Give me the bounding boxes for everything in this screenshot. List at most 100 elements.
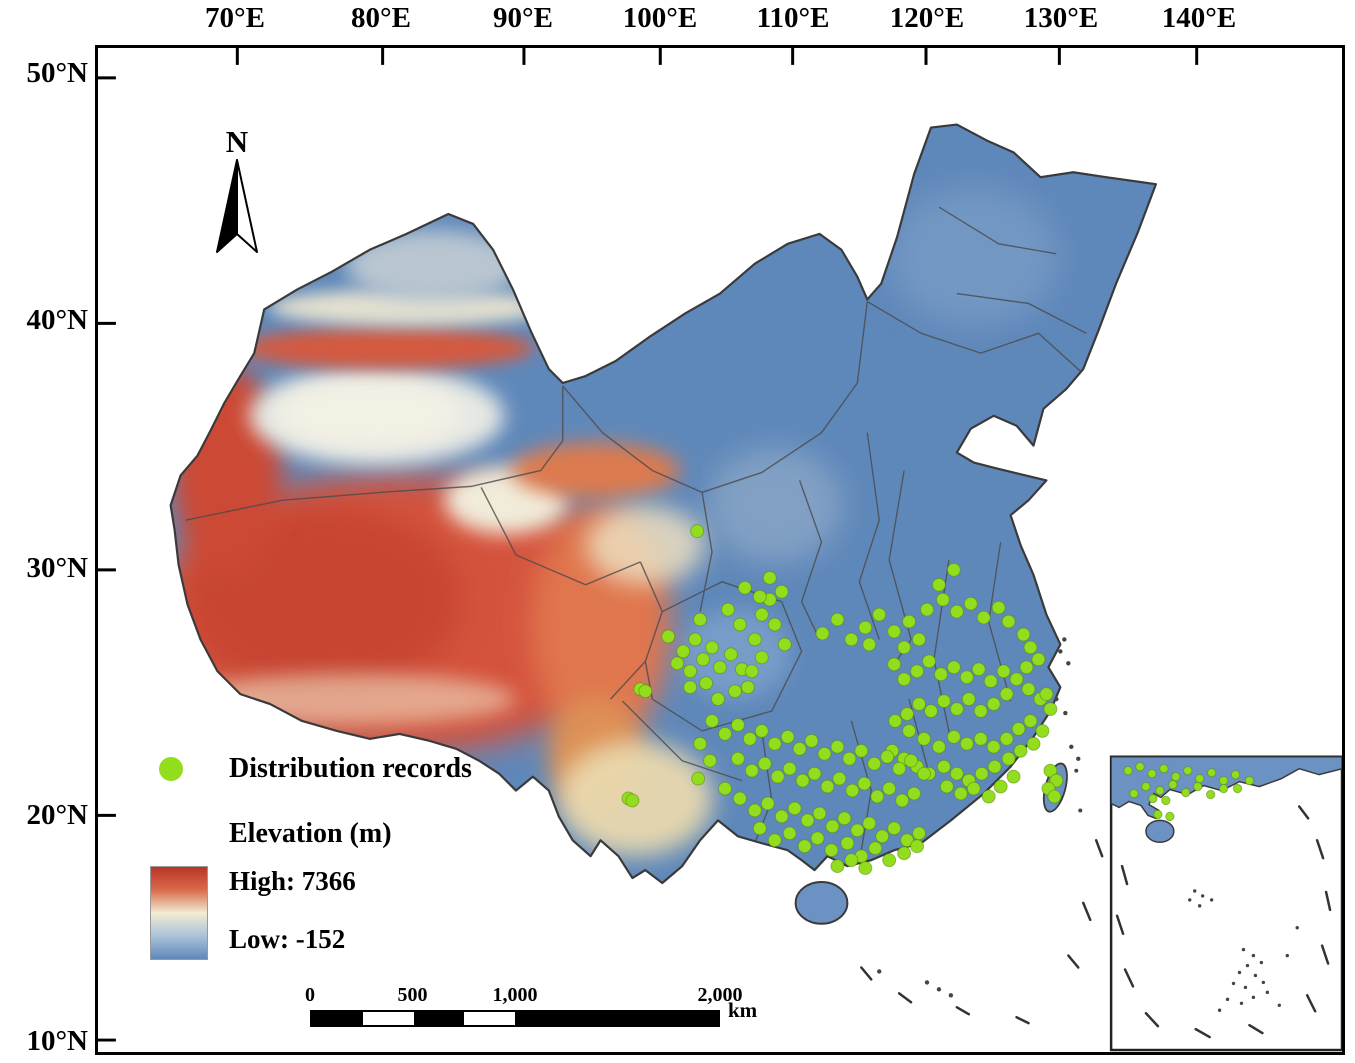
distribution-point [744, 763, 759, 778]
distribution-point [966, 781, 981, 796]
distribution-point [625, 793, 640, 808]
distribution-point [810, 831, 825, 846]
distribution-point [897, 846, 912, 861]
distribution-point [872, 607, 887, 622]
legend-elevation-high: High: 7366 [229, 866, 356, 896]
north-arrow-label: N [225, 124, 249, 159]
distribution-point [782, 826, 797, 841]
map-frame [95, 45, 1345, 1055]
distribution-point [703, 753, 718, 768]
distribution-point [910, 664, 925, 679]
distribution-point [1206, 767, 1217, 778]
distribution-point [936, 759, 951, 774]
scale-bar-unit: km [728, 998, 758, 1022]
distribution-point [887, 624, 902, 639]
distribution-point [713, 660, 727, 675]
distribution-point [670, 656, 685, 671]
distribution-point [693, 736, 708, 751]
distribution-point [737, 580, 752, 595]
distribution-point [959, 670, 974, 685]
distribution-point [897, 672, 912, 687]
distribution-point [949, 766, 964, 781]
distribution-point [917, 766, 931, 781]
distribution-point [999, 687, 1014, 702]
distribution-point [754, 723, 769, 738]
distribution-point [1001, 751, 1016, 766]
distribution-point [691, 771, 706, 786]
distribution-point [1147, 768, 1157, 779]
distribution-point [727, 684, 742, 699]
distribution-point [770, 769, 785, 784]
distribution-point [902, 723, 917, 738]
inset-hainan-island [1145, 819, 1175, 843]
distribution-point [1183, 766, 1193, 776]
distribution-point [895, 793, 910, 808]
distribution-point [971, 662, 986, 677]
distribution-point [1019, 660, 1034, 675]
distribution-point [862, 637, 877, 652]
distribution-point [1123, 766, 1133, 776]
distribution-point [963, 596, 978, 611]
distribution-point [1244, 775, 1255, 786]
distribution-point [900, 707, 915, 721]
distribution-point [804, 733, 819, 748]
legend-distribution-dot [159, 757, 183, 781]
left-axis-label: 30°N [26, 552, 88, 584]
distribution-point [762, 570, 777, 585]
distribution-point [946, 562, 961, 577]
distribution-point [705, 640, 720, 655]
elevation-ramp [150, 866, 208, 960]
top-axis-label: 140°E [1161, 2, 1237, 34]
distribution-point [902, 614, 917, 629]
distribution-point [887, 821, 902, 836]
distribution-point [991, 600, 1006, 615]
distribution-point [760, 796, 775, 811]
china-map-svg [98, 48, 1342, 1052]
distribution-point [1230, 769, 1241, 780]
distribution-point [862, 816, 877, 831]
distribution-point [946, 729, 961, 744]
distribution-point [767, 617, 782, 632]
distribution-point [949, 702, 964, 717]
axis-ticks [98, 48, 1199, 1042]
distribution-point [1001, 614, 1016, 629]
distribution-point [1011, 721, 1026, 736]
distribution-point [812, 806, 827, 821]
distribution-point [757, 756, 772, 771]
distribution-point [844, 632, 859, 647]
distribution-point [1129, 788, 1139, 799]
scale-label: 2,000 [697, 984, 743, 1006]
distribution-point [892, 761, 907, 776]
north-arrow-icon [216, 159, 258, 253]
distribution-point [845, 783, 860, 798]
distribution-point [1006, 769, 1021, 784]
distribution-point [752, 589, 767, 604]
distribution-point [1168, 779, 1178, 790]
distribution-point [1159, 764, 1169, 774]
distribution-point [1047, 789, 1062, 804]
distribution-point [868, 841, 883, 856]
distribution-point [747, 632, 762, 647]
distribution-point [730, 717, 745, 732]
distribution-point [986, 697, 1001, 712]
distribution-point [1218, 783, 1229, 794]
distribution-point [917, 731, 931, 746]
distribution-point [661, 629, 676, 644]
distribution-point [754, 650, 769, 665]
legend-elevation-low: Low: -152 [229, 924, 346, 954]
distribution-point [817, 746, 832, 761]
distribution-point [732, 791, 747, 806]
distribution-point [912, 632, 927, 647]
distribution-point [939, 779, 954, 794]
distribution-point [747, 803, 762, 818]
distribution-point [824, 843, 839, 858]
distribution-point [904, 753, 919, 768]
distribution-point [774, 584, 789, 599]
distribution-point [1218, 775, 1229, 786]
distribution-point [973, 731, 988, 746]
distribution-point [740, 680, 755, 695]
distribution-point [1026, 736, 1041, 751]
scale-label: 0 [305, 984, 315, 1006]
scale-label: 500 [397, 984, 428, 1006]
